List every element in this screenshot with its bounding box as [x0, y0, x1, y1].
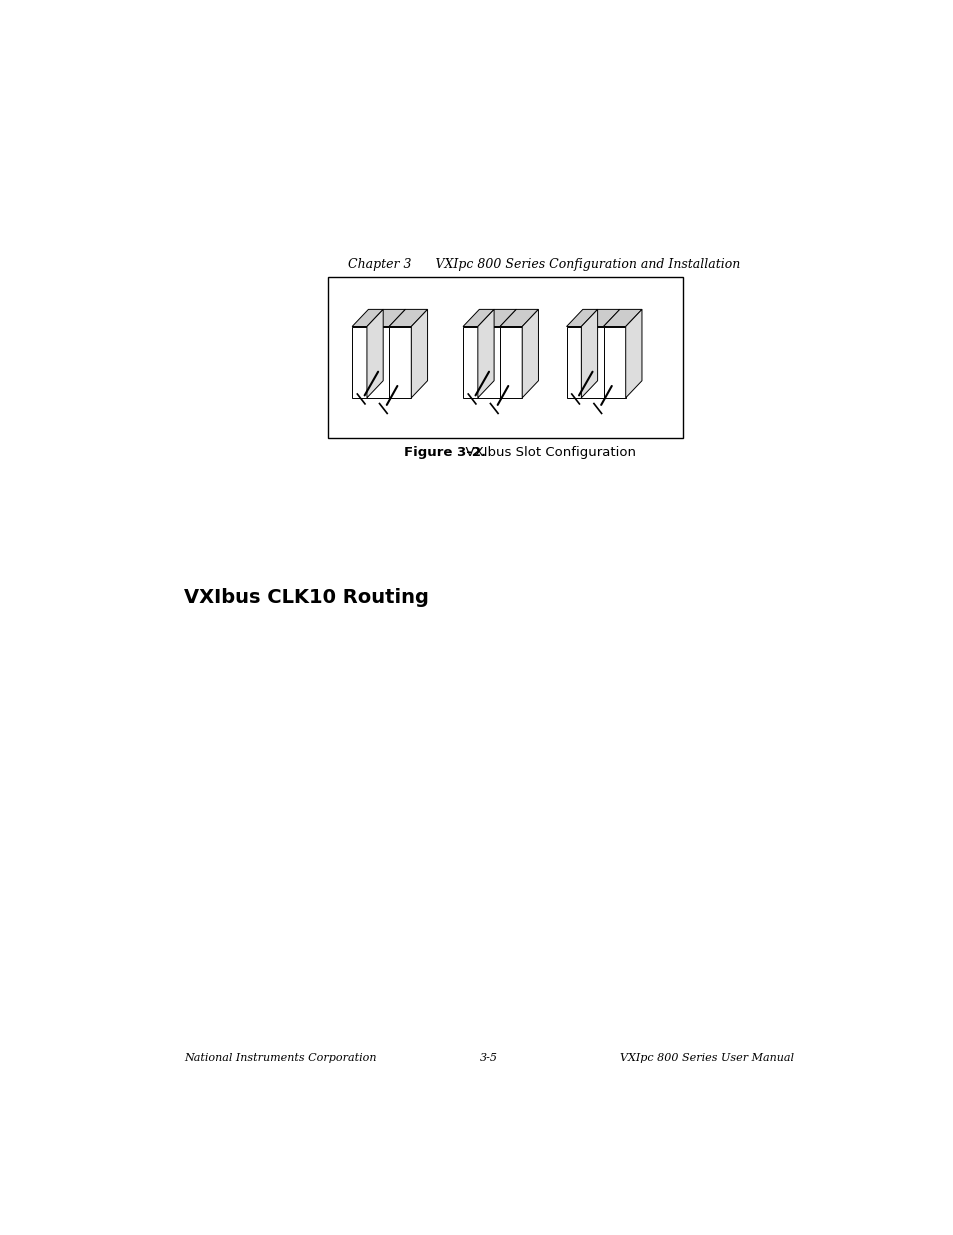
Bar	[328, 277, 682, 438]
Polygon shape	[566, 326, 580, 398]
Polygon shape	[580, 326, 603, 398]
Text: VXIpc 800 Series User Manual: VXIpc 800 Series User Manual	[618, 1053, 793, 1063]
Polygon shape	[367, 310, 405, 326]
Polygon shape	[367, 326, 389, 398]
Polygon shape	[477, 310, 494, 398]
Polygon shape	[411, 310, 427, 398]
Polygon shape	[462, 326, 477, 398]
Text: 3-5: 3-5	[479, 1053, 497, 1063]
Polygon shape	[499, 310, 537, 326]
Polygon shape	[352, 310, 383, 326]
Polygon shape	[477, 310, 516, 326]
Polygon shape	[499, 326, 521, 398]
Text: VXIbus CLK10 Routing: VXIbus CLK10 Routing	[184, 588, 429, 606]
Polygon shape	[389, 310, 427, 326]
Text: VXIbus Slot Configuration: VXIbus Slot Configuration	[456, 446, 636, 459]
Polygon shape	[603, 326, 625, 398]
Polygon shape	[625, 310, 641, 398]
Polygon shape	[566, 310, 597, 326]
Text: Figure 3-2.: Figure 3-2.	[403, 446, 485, 459]
Polygon shape	[580, 310, 619, 326]
Polygon shape	[580, 310, 597, 398]
Polygon shape	[521, 310, 537, 398]
Polygon shape	[477, 326, 499, 398]
Text: Chapter 3      VXIpc 800 Series Configuration and Installation: Chapter 3 VXIpc 800 Series Configuration…	[348, 258, 740, 270]
Polygon shape	[352, 326, 367, 398]
Text: National Instruments Corporation: National Instruments Corporation	[184, 1053, 376, 1063]
Polygon shape	[603, 310, 641, 326]
Polygon shape	[389, 326, 411, 398]
Polygon shape	[367, 310, 383, 398]
Polygon shape	[462, 310, 494, 326]
